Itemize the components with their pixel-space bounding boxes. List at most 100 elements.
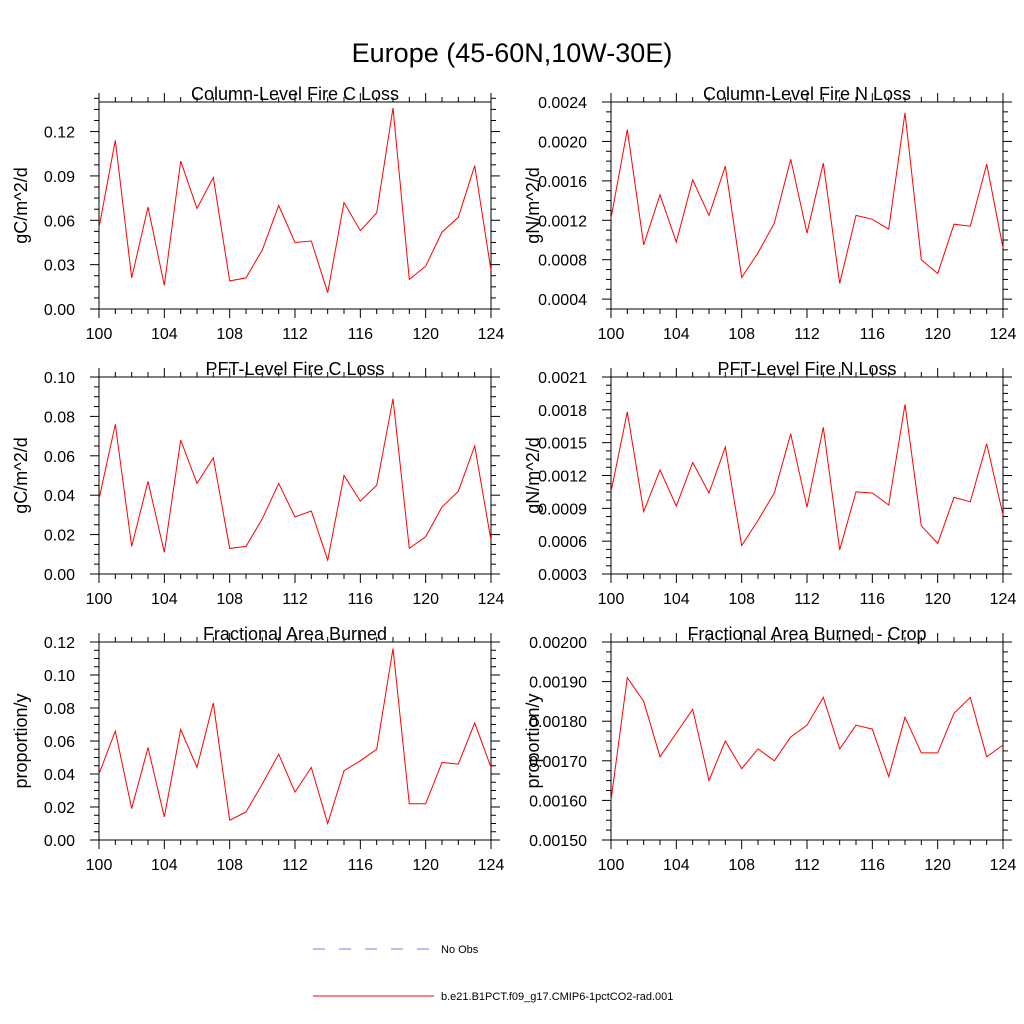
x-tick-label: 124 xyxy=(478,591,505,608)
figure-title: Europe (45-60N,10W-30E) xyxy=(352,38,673,68)
x-tick-label: 120 xyxy=(412,326,439,343)
y-tick-label: 0.0018 xyxy=(538,403,587,420)
x-tick-label: 124 xyxy=(990,857,1017,874)
x-tick-label: 116 xyxy=(348,857,374,874)
x-tick-label: 104 xyxy=(663,326,690,343)
y-tick-label: 0.06 xyxy=(44,449,75,466)
x-tick-label: 124 xyxy=(990,326,1017,343)
y-tick-label: 0.03 xyxy=(44,258,75,275)
y-tick-label: 0.00180 xyxy=(529,714,587,731)
x-tick-label: 116 xyxy=(860,591,886,608)
y-axis-label: gC/m^2/d xyxy=(11,167,31,243)
y-tick-label: 0.12 xyxy=(44,635,75,652)
x-tick-label: 104 xyxy=(151,857,178,874)
x-tick-label: 104 xyxy=(151,326,178,343)
y-tick-label: 0.04 xyxy=(44,488,75,505)
y-tick-label: 0.0024 xyxy=(538,95,587,112)
y-tick-label: 0.00190 xyxy=(529,675,587,692)
x-tick-label: 108 xyxy=(728,857,755,874)
x-tick-label: 116 xyxy=(348,591,374,608)
y-tick-label: 0.00150 xyxy=(529,833,587,850)
x-tick-label: 120 xyxy=(924,326,951,343)
y-axis-label: gN/m^2/d xyxy=(523,437,543,513)
y-tick-label: 0.0012 xyxy=(538,213,587,230)
x-tick-label: 100 xyxy=(598,326,625,343)
y-tick-label: 0.0015 xyxy=(538,436,587,453)
x-tick-label: 100 xyxy=(86,857,113,874)
legend: No Obs b.e21.B1PCT.f09_g17.CMIP6-1pctCO2… xyxy=(313,944,673,1003)
x-tick-label: 100 xyxy=(86,591,113,608)
x-tick-label: 108 xyxy=(216,857,243,874)
x-tick-label: 100 xyxy=(86,326,113,343)
legend-label-no-obs: No Obs xyxy=(441,944,479,956)
y-tick-label: 0.00 xyxy=(44,302,75,319)
y-tick-label: 0.00200 xyxy=(529,635,587,652)
x-tick-label: 108 xyxy=(216,326,243,343)
y-tick-label: 0.0008 xyxy=(538,253,587,270)
x-tick-label: 124 xyxy=(990,591,1017,608)
x-tick-label: 100 xyxy=(598,857,625,874)
x-tick-label: 112 xyxy=(794,591,820,608)
x-tick-label: 112 xyxy=(794,857,820,874)
y-tick-label: 0.04 xyxy=(44,767,75,784)
x-tick-label: 116 xyxy=(860,326,886,343)
x-tick-label: 124 xyxy=(478,326,505,343)
x-tick-label: 112 xyxy=(282,591,308,608)
y-tick-label: 0.06 xyxy=(44,734,75,751)
y-tick-label: 0.00 xyxy=(44,833,75,850)
x-tick-label: 120 xyxy=(924,857,951,874)
y-tick-label: 0.08 xyxy=(44,409,75,426)
y-tick-label: 0.0003 xyxy=(538,567,587,584)
y-axis-label: proportion/y xyxy=(11,693,31,788)
plot-frame xyxy=(610,376,1004,575)
y-tick-label: 0.0012 xyxy=(538,469,587,486)
series-line-1 xyxy=(610,676,1004,801)
series-line-1 xyxy=(98,648,492,826)
series-line-1 xyxy=(610,404,1004,551)
x-tick-label: 104 xyxy=(663,591,690,608)
plot-frame xyxy=(610,641,1004,841)
x-tick-label: 120 xyxy=(412,591,439,608)
x-tick-label: 120 xyxy=(412,857,439,874)
y-tick-label: 0.0020 xyxy=(538,134,587,151)
y-tick-label: 0.0016 xyxy=(538,174,587,191)
y-tick-label: 0.10 xyxy=(44,370,75,387)
y-tick-label: 0.09 xyxy=(44,169,75,186)
y-axis-label: gC/m^2/d xyxy=(11,437,31,513)
x-tick-label: 124 xyxy=(478,857,505,874)
x-tick-label: 112 xyxy=(282,326,308,343)
x-tick-label: 116 xyxy=(348,326,374,343)
y-tick-label: 0.02 xyxy=(44,528,75,545)
x-tick-label: 112 xyxy=(282,857,308,874)
y-tick-label: 0.10 xyxy=(44,668,75,685)
y-tick-label: 0.02 xyxy=(44,800,75,817)
series-line-1 xyxy=(98,398,492,563)
y-tick-label: 0.0021 xyxy=(538,370,587,387)
plot-frame xyxy=(98,101,492,310)
x-tick-label: 100 xyxy=(598,591,625,608)
x-tick-label: 116 xyxy=(860,857,886,874)
series-line-1 xyxy=(98,107,492,293)
chart-panel-6: Fractional Area Burned - Cropproportion/… xyxy=(523,624,1016,874)
y-tick-label: 0.06 xyxy=(44,213,75,230)
x-tick-label: 104 xyxy=(663,857,690,874)
y-tick-label: 0.00160 xyxy=(529,793,587,810)
x-tick-label: 104 xyxy=(151,591,178,608)
y-tick-label: 0.00 xyxy=(44,567,75,584)
series-line-1 xyxy=(610,112,1004,284)
x-tick-label: 120 xyxy=(924,591,951,608)
y-tick-label: 0.0009 xyxy=(538,501,587,518)
plot-frame xyxy=(610,101,1004,310)
y-tick-label: 0.0006 xyxy=(538,534,587,551)
y-tick-label: 0.00170 xyxy=(529,754,587,771)
legend-label-model: b.e21.B1PCT.f09_g17.CMIP6-1pctCO2-rad.00… xyxy=(441,991,673,1003)
plot-frame xyxy=(98,641,492,841)
y-tick-label: 0.0004 xyxy=(538,292,587,309)
x-tick-label: 112 xyxy=(794,326,820,343)
